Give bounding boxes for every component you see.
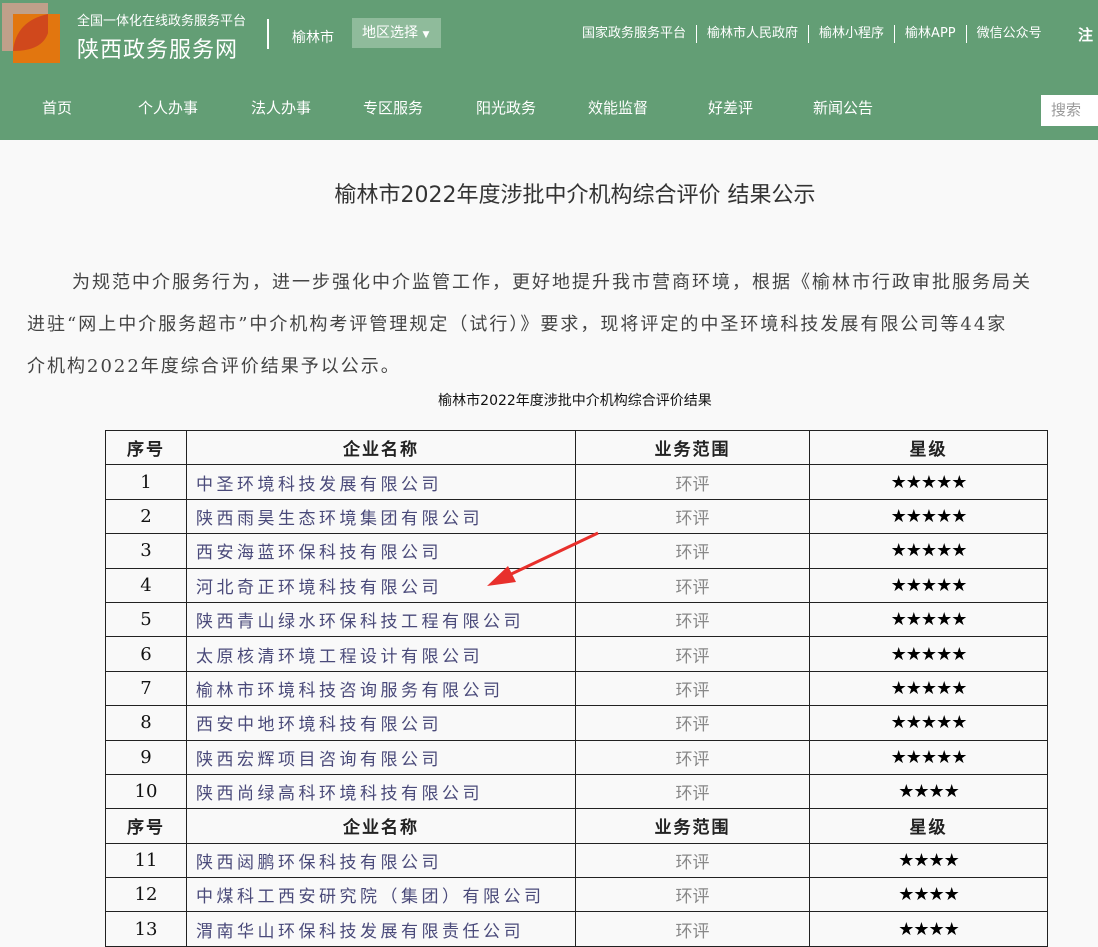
nav-corporate[interactable]: 法人办事 (251, 99, 312, 117)
table-header-row: 序号 企业名称 业务范围 星级 (105, 429, 1048, 466)
column-header-no: 序号 (105, 808, 187, 844)
intro-paragraph: 为规范中介服务行为，进一步强化中介监管工作，更好地提升我市营商环境，根据《榆林市… (27, 262, 1098, 388)
nav-special[interactable]: 专区服务 (363, 99, 424, 117)
nav-news[interactable]: 新闻公告 (813, 99, 874, 117)
company-name: 太原核清环境工程设计有限公司 (186, 636, 576, 672)
star-rating: ★★★★★ (809, 670, 1048, 707)
table-caption: 榆林市2022年度涉批中介机构综合评价结果 (438, 393, 712, 409)
article-title: 榆林市2022年度涉批中介机构综合评价 结果公示 (334, 183, 816, 208)
business-scope: 环评 (575, 601, 810, 638)
column-header-no: 序号 (105, 429, 187, 466)
business-scope: 环评 (575, 705, 810, 741)
row-number: 3 (105, 533, 187, 569)
table-row: 9 陕西宏辉项目咨询有限公司 环评 ★★★★★ (105, 739, 1048, 775)
business-scope: 环评 (575, 636, 810, 672)
company-name: 榆林市环境科技咨询服务有限公司 (186, 670, 576, 707)
company-name: 河北奇正环境科技有限公司 (186, 567, 576, 603)
star-rating: ★★★★★ (809, 498, 1048, 535)
paragraph-line: 介机构2022年度综合评价结果予以公示。 (27, 356, 401, 377)
nav-personal[interactable]: 个人办事 (138, 99, 199, 117)
search-input[interactable]: 搜索 (1041, 95, 1098, 126)
table-header-row: 序号 企业名称 业务范围 星级 (105, 808, 1048, 844)
table-row: 6 太原核清环境工程设计有限公司 环评 ★★★★★ (105, 636, 1048, 672)
company-name: 中煤科工西安研究院（集团）有限公司 (186, 877, 576, 913)
table-row: 4 河北奇正环境科技有限公司 环评 ★★★★★ (105, 567, 1048, 603)
link-wechat[interactable]: 微信公众号 (976, 26, 1042, 41)
business-scope: 环评 (575, 464, 810, 500)
company-name: 西安海蓝环保科技有限公司 (186, 533, 576, 569)
table-row: 12 中煤科工西安研究院（集团）有限公司 环评 ★★★★ (105, 877, 1048, 913)
company-name: 陕西宏辉项目咨询有限公司 (186, 739, 576, 775)
star-rating: ★★★★ (809, 877, 1048, 913)
star-rating: ★★★★ (809, 911, 1048, 947)
top-links: 国家政务服务平台 榆林市人民政府 榆林小程序 榆林APP 微信公众号 (582, 25, 1052, 43)
company-name: 中圣环境科技发展有限公司 (186, 464, 576, 500)
nav-sunshine[interactable]: 阳光政务 (476, 99, 537, 117)
table-row: 10 陕西尚绿高科环境科技有限公司 环评 ★★★★ (105, 773, 1048, 810)
company-name: 陕西青山绿水环保科技工程有限公司 (186, 601, 576, 638)
platform-label: 全国一体化在线政务服务平台 (77, 14, 247, 29)
company-name: 陕西雨昊生态环境集团有限公司 (186, 498, 576, 535)
link-app[interactable]: 榆林APP (895, 25, 967, 43)
link-national-platform[interactable]: 国家政务服务平台 (582, 25, 698, 43)
star-rating: ★★★★★ (809, 636, 1048, 672)
table-row: 1 中圣环境科技发展有限公司 环评 ★★★★★ (105, 464, 1048, 500)
nav-rating[interactable]: 好差评 (708, 99, 754, 117)
table-row: 8 西安中地环境科技有限公司 环评 ★★★★★ (105, 705, 1048, 741)
paragraph-line: 为规范中介服务行为，进一步强化中介监管工作，更好地提升我市营商环境，根据《榆林市… (72, 272, 1032, 293)
nav-supervision[interactable]: 效能监督 (588, 99, 649, 117)
site-header: 全国一体化在线政务服务平台 陕西政务服务网 榆林市 地区选择 ▼ 国家政务服务平… (0, 0, 1098, 140)
paragraph-line: 进驻“网上中介服务超市”中介机构考评管理规定（试行）》要求，现将评定的中圣环境科… (27, 314, 1008, 335)
site-logo[interactable] (2, 3, 60, 63)
table-row: 5 陕西青山绿水环保科技工程有限公司 环评 ★★★★★ (105, 601, 1048, 638)
row-number: 13 (105, 911, 187, 947)
column-header-name: 企业名称 (186, 429, 576, 466)
row-number: 1 (105, 464, 187, 500)
star-rating: ★★★★★ (809, 739, 1048, 775)
column-header-scope: 业务范围 (575, 808, 810, 844)
column-header-stars: 星级 (809, 429, 1048, 466)
company-name: 渭南华山环保科技发展有限责任公司 (186, 911, 576, 947)
register-link[interactable]: 注 (1078, 26, 1094, 44)
column-header-name: 企业名称 (186, 808, 576, 844)
business-scope: 环评 (575, 911, 810, 947)
company-name: 西安中地环境科技有限公司 (186, 705, 576, 741)
star-rating: ★★★★★ (809, 567, 1048, 603)
link-mini-program[interactable]: 榆林小程序 (809, 25, 896, 43)
company-name: 陕西闼鹏环保科技有限公司 (186, 842, 576, 879)
company-name: 陕西尚绿高科环境科技有限公司 (186, 773, 576, 810)
region-select[interactable]: 地区选择 ▼ (352, 18, 441, 48)
current-city: 榆林市 (292, 30, 334, 46)
region-select-label: 地区选择 (362, 25, 418, 41)
table-row: 11 陕西闼鹏环保科技有限公司 环评 ★★★★ (105, 842, 1048, 879)
nav-home[interactable]: 首页 (42, 99, 73, 117)
column-header-scope: 业务范围 (575, 429, 810, 466)
table-row: 7 榆林市环境科技咨询服务有限公司 环评 ★★★★★ (105, 670, 1048, 707)
caret-down-icon: ▼ (422, 30, 430, 40)
results-table: 序号 企业名称 业务范围 星级 1 中圣环境科技发展有限公司 环评 ★★★★★ 2 陕西雨昊生态环… (105, 429, 1048, 947)
star-rating: ★★★★ (809, 773, 1048, 810)
star-rating: ★★★★★ (809, 601, 1048, 638)
star-rating: ★★★★★ (809, 464, 1048, 500)
divider (267, 19, 269, 49)
table-row: 13 渭南华山环保科技发展有限责任公司 环评 ★★★★ (105, 911, 1048, 947)
link-yulin-gov[interactable]: 榆林市人民政府 (697, 25, 810, 43)
site-name[interactable]: 陕西政务服务网 (77, 38, 239, 63)
